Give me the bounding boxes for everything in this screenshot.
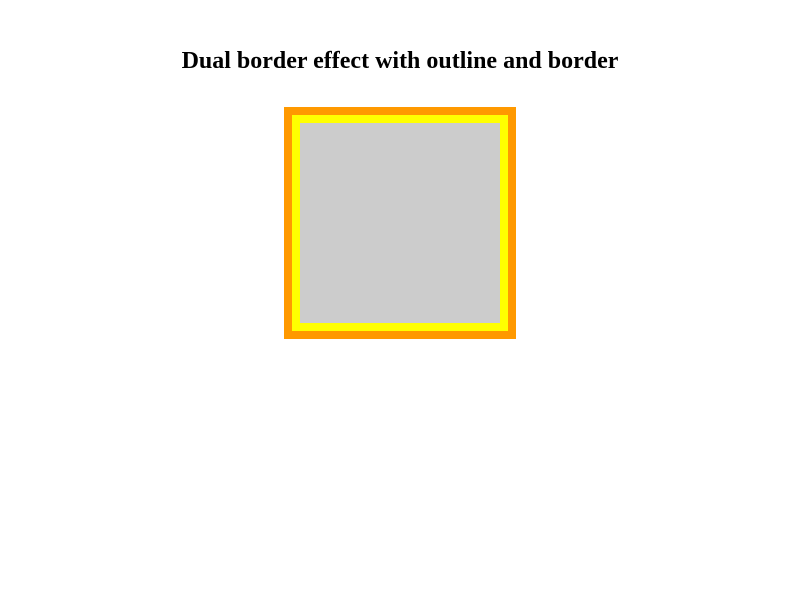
dual-border-box	[284, 107, 516, 339]
page-title: Dual border effect with outline and bord…	[181, 48, 619, 74]
